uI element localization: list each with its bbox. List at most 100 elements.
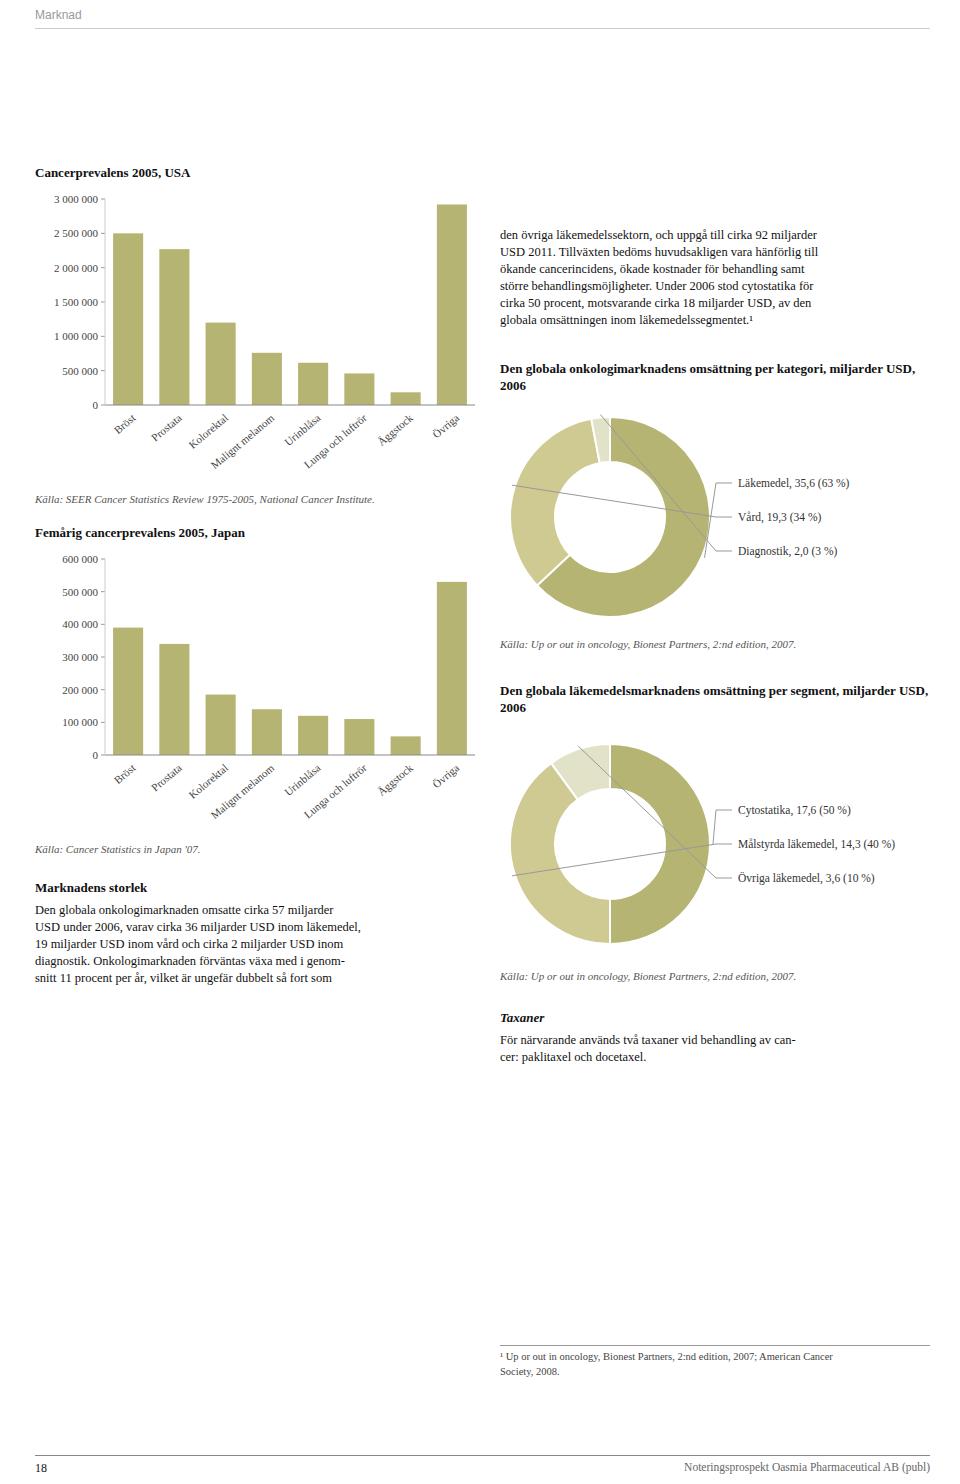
slice: [551, 744, 610, 800]
chart-title: Den globala onkologimarknadens omsättnin…: [500, 360, 930, 394]
x-tick-label: Kolorektal: [186, 761, 230, 800]
source-note: Källa: Cancer Statistics in Japan '07.: [35, 843, 201, 855]
body-text: cer: paklitaxel och docetaxel.: [500, 1050, 646, 1065]
body-text: USD under 2006, varav cirka 36 miljarder…: [35, 920, 361, 935]
page-header: Marknad: [35, 8, 82, 22]
x-tick-label: Lunga och luftrör: [302, 761, 369, 820]
section-title: Marknadens storlek: [35, 880, 147, 896]
footnote: Society, 2008.: [500, 1366, 560, 1377]
leader-line: [578, 746, 732, 878]
body-text: snitt 11 procent per år, vilket är ungef…: [35, 971, 332, 986]
header-rule: [35, 28, 930, 29]
x-axis-line: [105, 755, 475, 756]
source-note: Källa: Up or out in oncology, Bionest Pa…: [500, 970, 796, 982]
x-tick-label: Övriga: [430, 411, 461, 440]
y-tick: [101, 405, 105, 406]
page-number: 18: [35, 1461, 47, 1476]
x-tick-label: Urinblåsa: [282, 761, 323, 798]
y-tick-label: 400 000: [62, 618, 98, 630]
y-tick-label: 1 500 000: [54, 296, 99, 308]
body-text: ökande cancerincidens, ökade kostnader f…: [500, 262, 804, 277]
y-tick-label: 300 000: [62, 651, 98, 663]
slice-label: Diagnostik, 2,0 (3 %): [738, 545, 838, 558]
chart-title: Femårig cancerprevalens 2005, Japan: [35, 525, 245, 541]
y-tick: [101, 302, 105, 303]
bar-chart: 0 100 000 200 000 300 000 400 000 500 000 600 …: [35, 549, 485, 839]
leader-line: [512, 844, 732, 876]
page: { "page": { "background_color": "#ffffff…: [0, 0, 960, 1484]
y-tick: [101, 657, 105, 658]
y-tick: [101, 267, 105, 268]
bar: [437, 204, 467, 405]
leader-line: [705, 483, 732, 558]
x-tick-label: Övriga: [430, 761, 461, 790]
x-tick-label: Malignt melanom: [208, 411, 276, 471]
bar-chart: 0500 0001 000 0001 500 0002 000 0002 500…: [35, 189, 485, 489]
x-tick-label: Lunga och luftrör: [302, 411, 369, 470]
bars: [113, 582, 467, 755]
source-note: Källa: SEER Cancer Statistics Review 197…: [35, 493, 375, 505]
bar: [159, 249, 189, 405]
footnote: ¹ Up or out in oncology, Bionest Partner…: [500, 1351, 833, 1362]
x-tick-label: Äggstock: [375, 411, 415, 448]
bar: [298, 363, 328, 405]
y-tick: [101, 755, 105, 756]
chart-title: Den globala läkemedelsmarknadens omsättn…: [500, 682, 930, 716]
bar: [113, 628, 143, 755]
slice: [591, 417, 610, 463]
y-tick-label: 0: [93, 749, 99, 761]
leader-line: [713, 810, 732, 844]
y-axis-line: [105, 559, 106, 755]
bar: [298, 716, 328, 755]
y-tick-label: 600 000: [62, 553, 98, 565]
y-axis-line: [105, 199, 106, 405]
y-tick: [101, 722, 105, 723]
section-title: Taxaner: [500, 1010, 544, 1026]
body-text: diagnostik. Onkologimarknaden förväntas …: [35, 954, 345, 969]
y-tick-label: 100 000: [62, 716, 98, 728]
bar: [206, 323, 236, 405]
body-text: 19 miljarder USD inom vård och cirka 2 m…: [35, 937, 343, 952]
x-tick-label: Urinblåsa: [282, 411, 323, 448]
x-tick-label: Kolorektal: [186, 411, 230, 450]
y-tick: [101, 689, 105, 690]
leader-line: [600, 414, 732, 551]
bar: [159, 644, 189, 755]
footer-rule: [35, 1455, 930, 1456]
y-tick-label: 500 000: [62, 586, 98, 598]
body-text: globala omsättningen inom läkemedelssegm…: [500, 313, 753, 328]
donut-chart: Cytostatika, 17,6 (50 %)Målstyrda läkeme…: [500, 724, 930, 964]
y-tick-label: 1 000 000: [54, 330, 99, 342]
y-tick-label: 200 000: [62, 684, 98, 696]
slice-label: Målstyrda läkemedel, 14,3 (40 %): [738, 838, 895, 851]
bar: [252, 353, 282, 405]
body-text: större behandlingsmöjligheter. Under 200…: [500, 279, 813, 294]
slices: [510, 417, 710, 617]
y-tick: [101, 559, 105, 560]
donut-chart: Läkemedel, 35,6 (63 %) Vård, 19,3 (34 %) D…: [500, 402, 930, 632]
bar: [344, 373, 374, 405]
bar: [437, 582, 467, 755]
leader-line: [512, 485, 732, 517]
body-text: För närvarande används två taxaner vid b…: [500, 1033, 796, 1048]
y-tick: [101, 199, 105, 200]
bar: [391, 392, 421, 405]
y-tick-label: 0: [93, 399, 99, 411]
slice: [610, 744, 710, 944]
y-tick: [101, 370, 105, 371]
y-tick-label: 2 000 000: [54, 262, 99, 274]
slice-label: Läkemedel, 35,6 (63 %): [738, 477, 850, 490]
chart-title: Cancerprevalens 2005, USA: [35, 165, 190, 181]
slice: [510, 419, 600, 586]
body-text: den övriga läkemedelssektorn, och uppgå …: [500, 228, 817, 243]
bar: [113, 233, 143, 405]
y-tick: [101, 336, 105, 337]
y-tick: [101, 233, 105, 234]
slice-label: Vård, 19,3 (34 %): [738, 511, 822, 524]
bar: [344, 719, 374, 755]
bar: [391, 736, 421, 755]
x-tick-label: Prostata: [149, 761, 184, 793]
footnote-rule: [500, 1345, 930, 1346]
y-tick-label: 3 000 000: [54, 193, 99, 205]
source-note: Källa: Up or out in oncology, Bionest Pa…: [500, 638, 796, 650]
